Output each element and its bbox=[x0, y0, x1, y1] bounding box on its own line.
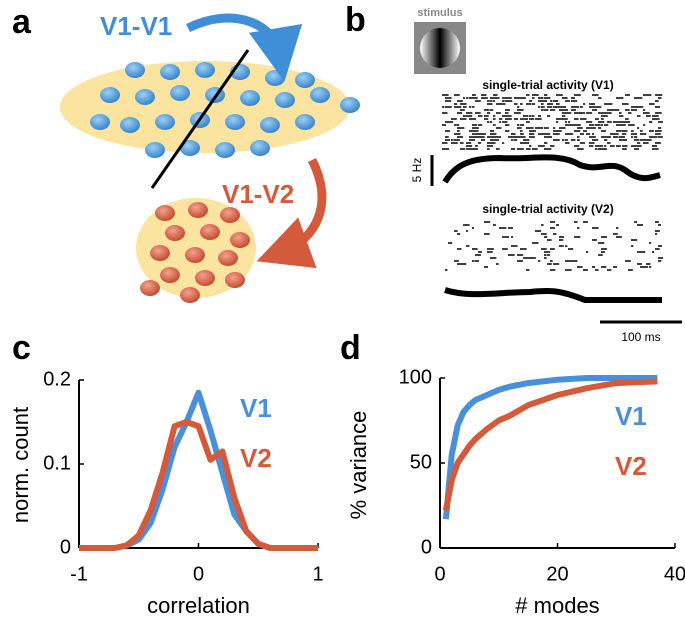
legend-entry: V1 bbox=[615, 401, 647, 431]
y-tick-label: 0 bbox=[60, 536, 71, 558]
scale-label: 5 Hz bbox=[410, 158, 424, 183]
neuron bbox=[160, 267, 180, 283]
y-tick-label: 100 bbox=[399, 366, 432, 388]
neuron bbox=[240, 90, 260, 106]
rate-trace bbox=[444, 287, 662, 303]
neuron bbox=[260, 117, 280, 133]
divider bbox=[150, 49, 250, 189]
neuron bbox=[340, 97, 360, 113]
x-tick-label: -1 bbox=[70, 563, 88, 585]
arrow bbox=[186, 13, 303, 82]
neuron bbox=[250, 140, 270, 156]
series-line bbox=[442, 378, 658, 512]
neuron bbox=[295, 72, 315, 88]
neuron bbox=[275, 92, 295, 108]
neuron bbox=[310, 87, 330, 103]
neuron bbox=[188, 202, 208, 218]
neuron bbox=[195, 270, 215, 286]
neuron bbox=[225, 114, 245, 130]
neuron bbox=[150, 245, 170, 261]
panel-label: a bbox=[12, 3, 32, 41]
series-line bbox=[442, 375, 658, 520]
x-tick-label: 0 bbox=[193, 563, 204, 585]
neurons bbox=[90, 62, 360, 303]
raster-title: single-trial activity (V1) bbox=[482, 78, 613, 92]
y-tick-label: 0.2 bbox=[43, 368, 71, 390]
neuron bbox=[265, 70, 285, 86]
x-tick-label: 20 bbox=[546, 563, 568, 585]
x-axis-label: # modes bbox=[515, 593, 599, 618]
neuron bbox=[120, 117, 140, 133]
neuron bbox=[215, 142, 235, 158]
raster-title: single-trial activity (V2) bbox=[482, 202, 613, 216]
neuron bbox=[100, 87, 120, 103]
neuron bbox=[125, 62, 145, 78]
panel-label: c bbox=[12, 329, 31, 367]
stimulus-label: stimulus bbox=[417, 7, 462, 19]
neuron bbox=[218, 250, 238, 266]
neuron bbox=[155, 114, 175, 130]
panel-label: b bbox=[345, 1, 366, 39]
y-axis-label: norm. count bbox=[8, 407, 33, 523]
spikes bbox=[445, 221, 664, 271]
neuron bbox=[145, 142, 165, 158]
series-line bbox=[79, 419, 318, 551]
x-tick-label: 40 bbox=[664, 563, 685, 585]
x-tick-label: 0 bbox=[434, 563, 445, 585]
neuron bbox=[220, 207, 240, 223]
legend-entry: V2 bbox=[615, 451, 647, 481]
neuron bbox=[155, 205, 175, 221]
neuron bbox=[90, 114, 110, 130]
legend-entry: V1 bbox=[240, 393, 272, 423]
legend-entry: V2 bbox=[240, 443, 272, 473]
raster bbox=[442, 94, 664, 271]
neuron bbox=[230, 232, 250, 248]
neuron bbox=[195, 62, 215, 78]
neuron bbox=[225, 272, 245, 288]
neuron bbox=[140, 280, 160, 296]
scale-label: 100 ms bbox=[621, 330, 660, 344]
neuron bbox=[165, 225, 185, 241]
neuron bbox=[135, 89, 155, 105]
neuron bbox=[295, 114, 315, 130]
neuron bbox=[170, 85, 190, 101]
y-axis-label: % variance bbox=[346, 411, 371, 520]
y-tick-label: 0.1 bbox=[43, 452, 71, 474]
x-tick-label: 1 bbox=[312, 563, 323, 585]
arrow bbox=[256, 157, 327, 269]
x-axis-label: correlation bbox=[147, 593, 250, 618]
neuron bbox=[185, 247, 205, 263]
arrow-label: V1-V1 bbox=[100, 11, 172, 41]
neuron bbox=[200, 224, 220, 240]
y-tick-label: 50 bbox=[410, 451, 432, 473]
neuron bbox=[180, 140, 200, 156]
series-line bbox=[79, 389, 318, 551]
rate-trace bbox=[442, 154, 661, 184]
arrow-label: V1-V2 bbox=[222, 179, 294, 209]
neuron bbox=[180, 287, 200, 303]
spikes bbox=[442, 94, 663, 150]
y-tick-label: 0 bbox=[421, 536, 432, 558]
neuron bbox=[160, 64, 180, 80]
panel-label: d bbox=[340, 329, 361, 367]
stimulus-grating bbox=[420, 28, 460, 68]
